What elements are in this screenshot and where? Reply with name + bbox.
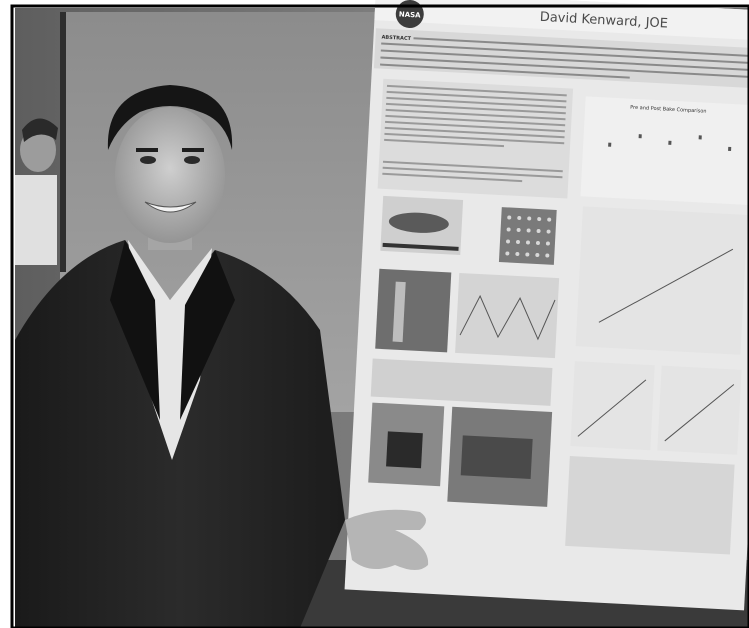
poster-chart-2-trend [598,248,734,323]
poster-chart-1 [580,96,749,206]
poster-chart-1-title: Pre and Post Bake Comparison [630,105,707,115]
presenter-hand [345,509,429,570]
poster-photo-equipment [375,268,452,353]
poster-chart-4 [657,365,742,455]
presenter-face [115,107,225,243]
board-frame [60,12,66,272]
background-person [15,118,58,265]
nasa-logo-text: NASA [399,10,422,19]
presenter-hair [107,85,233,150]
poster-diagram-grid [498,207,557,265]
poster-abstract-label: ABSTRACT [381,35,411,43]
poster: NASA David Kenward, JOE ABSTRACT [344,0,749,611]
presenter [15,85,429,628]
poster-author-line: David Kenward, JOE [539,10,668,32]
frame-border [10,4,749,628]
poster-diagram-waveform [455,272,560,359]
poster-chart-3 [570,361,655,451]
